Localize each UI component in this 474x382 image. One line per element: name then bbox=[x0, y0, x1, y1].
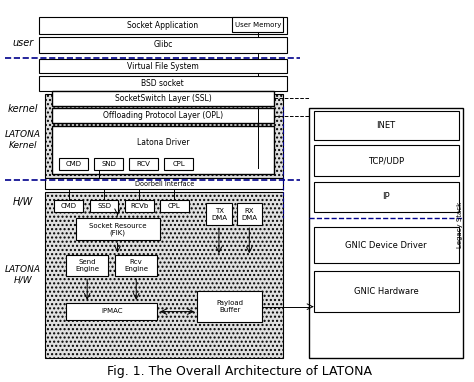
Text: Legacy Stack: Legacy Stack bbox=[456, 202, 463, 248]
Text: Payload
Buffer: Payload Buffer bbox=[216, 300, 243, 313]
FancyBboxPatch shape bbox=[314, 181, 459, 212]
FancyBboxPatch shape bbox=[125, 200, 154, 212]
FancyBboxPatch shape bbox=[39, 59, 287, 73]
FancyBboxPatch shape bbox=[45, 178, 283, 189]
Text: Offloading Protocol Layer (OPL): Offloading Protocol Layer (OPL) bbox=[103, 111, 223, 120]
Text: User Memory: User Memory bbox=[235, 21, 281, 28]
Text: BSD socket: BSD socket bbox=[142, 79, 184, 88]
Text: SSD: SSD bbox=[97, 203, 111, 209]
Text: Latona Driver: Latona Driver bbox=[137, 138, 189, 147]
FancyBboxPatch shape bbox=[55, 200, 83, 212]
Text: kernel: kernel bbox=[8, 104, 38, 115]
Text: TCP/UDP: TCP/UDP bbox=[368, 156, 404, 165]
Text: user: user bbox=[12, 38, 34, 48]
Text: Fig. 1. The Overall Architecture of LATONA: Fig. 1. The Overall Architecture of LATO… bbox=[107, 365, 372, 378]
Text: TX
DMA: TX DMA bbox=[211, 208, 227, 221]
FancyBboxPatch shape bbox=[39, 76, 287, 91]
FancyBboxPatch shape bbox=[75, 218, 160, 240]
Text: CMD: CMD bbox=[61, 203, 77, 209]
Text: Send
Engine: Send Engine bbox=[75, 259, 99, 272]
Text: LATONA
H/W: LATONA H/W bbox=[5, 265, 41, 284]
FancyBboxPatch shape bbox=[94, 158, 123, 170]
Text: Glibc: Glibc bbox=[153, 40, 173, 49]
FancyBboxPatch shape bbox=[52, 108, 274, 123]
FancyBboxPatch shape bbox=[45, 192, 283, 358]
FancyBboxPatch shape bbox=[197, 291, 263, 322]
Text: GNIC Device Driver: GNIC Device Driver bbox=[346, 241, 427, 249]
Text: RCV: RCV bbox=[137, 161, 151, 167]
Text: IPMAC: IPMAC bbox=[101, 308, 122, 314]
Text: CMD: CMD bbox=[65, 161, 82, 167]
Text: IP: IP bbox=[383, 192, 390, 201]
FancyBboxPatch shape bbox=[314, 112, 459, 140]
Text: SND: SND bbox=[101, 161, 116, 167]
FancyBboxPatch shape bbox=[314, 270, 459, 312]
Text: CPL: CPL bbox=[173, 161, 185, 167]
FancyBboxPatch shape bbox=[39, 37, 287, 53]
FancyBboxPatch shape bbox=[309, 108, 463, 358]
FancyBboxPatch shape bbox=[115, 256, 157, 276]
FancyBboxPatch shape bbox=[314, 227, 459, 263]
FancyBboxPatch shape bbox=[52, 126, 274, 174]
FancyBboxPatch shape bbox=[66, 303, 157, 320]
FancyBboxPatch shape bbox=[206, 203, 232, 225]
Text: Rcv
Engine: Rcv Engine bbox=[124, 259, 148, 272]
FancyBboxPatch shape bbox=[90, 200, 118, 212]
FancyBboxPatch shape bbox=[164, 158, 193, 170]
FancyBboxPatch shape bbox=[160, 200, 189, 212]
FancyBboxPatch shape bbox=[45, 94, 283, 178]
Text: RX
DMA: RX DMA bbox=[242, 208, 257, 221]
Text: INET: INET bbox=[377, 121, 396, 130]
Text: GNIC Hardware: GNIC Hardware bbox=[354, 287, 419, 296]
Text: Socket Application: Socket Application bbox=[128, 21, 199, 29]
Text: CPL: CPL bbox=[168, 203, 181, 209]
FancyBboxPatch shape bbox=[232, 17, 283, 32]
Text: H/W: H/W bbox=[13, 197, 33, 207]
Text: RCVb: RCVb bbox=[130, 203, 148, 209]
FancyBboxPatch shape bbox=[66, 256, 108, 276]
FancyBboxPatch shape bbox=[314, 146, 459, 176]
Text: SocketSwitch Layer (SSL): SocketSwitch Layer (SSL) bbox=[115, 94, 211, 103]
Text: Virtual File System: Virtual File System bbox=[127, 62, 199, 71]
Text: Doorbell Interface: Doorbell Interface bbox=[135, 181, 194, 187]
Text: LATONA
Kernel: LATONA Kernel bbox=[5, 130, 41, 149]
FancyBboxPatch shape bbox=[39, 16, 287, 34]
FancyBboxPatch shape bbox=[59, 158, 88, 170]
Text: Socket Resource
(FIK): Socket Resource (FIK) bbox=[89, 223, 146, 236]
FancyBboxPatch shape bbox=[52, 91, 274, 106]
FancyBboxPatch shape bbox=[129, 158, 158, 170]
FancyBboxPatch shape bbox=[237, 203, 263, 225]
